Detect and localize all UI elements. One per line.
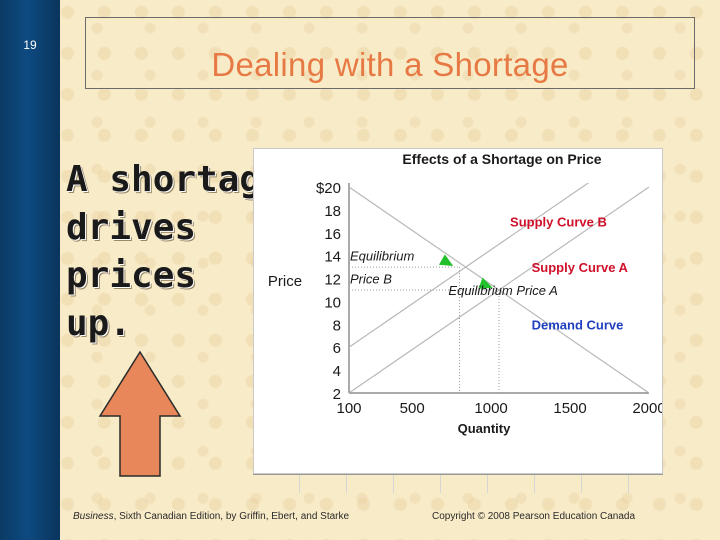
y-axis-label: Price (268, 273, 302, 290)
y-tick-label: 4 (333, 363, 341, 380)
series-line-supply-curve-b (349, 183, 590, 348)
y-tick-label: 8 (333, 317, 341, 334)
chart-title: Effects of a Shortage on Price (402, 151, 601, 167)
y-tick-label: 2 (333, 386, 341, 403)
x-tick-label: 100 (336, 400, 361, 417)
annotation-supply-curve-a: Supply Curve A (532, 260, 629, 275)
y-tick-label: 16 (324, 226, 341, 243)
y-tick-label: 14 (324, 249, 341, 266)
footer-copyright: Copyright © 2008 Pearson Education Canad… (432, 511, 636, 522)
footer-book-title: Business (73, 511, 114, 522)
up-arrow-icon (98, 350, 182, 477)
chart-footer-grid (253, 474, 663, 493)
side-text-line-2: drives (66, 207, 197, 248)
title-box: Dealing with a Shortage (85, 17, 695, 89)
x-tick-label: 500 (400, 400, 425, 417)
supply-demand-chart: Effects of a Shortage on Price Price Qua… (268, 151, 662, 436)
side-text-line-3: prices (66, 255, 197, 296)
side-text-line-1: A shortage (66, 159, 283, 200)
x-axis-label: Quantity (458, 421, 511, 436)
side-text-line-4: up. (66, 303, 132, 344)
slide-title: Dealing with a Shortage (211, 46, 569, 83)
green-arrow-marker (438, 254, 454, 266)
annotation-price-b: Price B (350, 272, 392, 287)
left-sidebar-strip: 19 (0, 0, 60, 540)
annotation-supply-curve-b: Supply Curve B (510, 214, 607, 229)
annotation-demand-curve: Demand Curve (532, 317, 624, 332)
y-tick-label: 18 (324, 203, 341, 220)
footer-book-details: , Sixth Canadian Edition, by Griffin, Eb… (113, 511, 350, 522)
chart-panel: Effects of a Shortage on Price Price Qua… (253, 148, 663, 474)
y-tick-label: 12 (324, 272, 341, 289)
x-tick-label: 2000 (632, 400, 662, 417)
x-tick-label: 1500 (553, 400, 586, 417)
series-line-supply-curve-a (349, 186, 649, 393)
x-tick-label: 1000 (474, 400, 507, 417)
green-arrow-marker (478, 277, 493, 289)
annotation-equilibrium: Equilibrium (350, 249, 414, 264)
annotation-equilibrium-price-a: Equilibrium Price A (448, 283, 557, 298)
y-tick-label: 6 (333, 340, 341, 357)
footer-citation: Business, Sixth Canadian Edition, by Gri… (73, 511, 349, 522)
y-tick-label: $20 (316, 180, 341, 197)
slide-number: 19 (23, 38, 37, 52)
y-tick-label: 10 (324, 294, 341, 311)
